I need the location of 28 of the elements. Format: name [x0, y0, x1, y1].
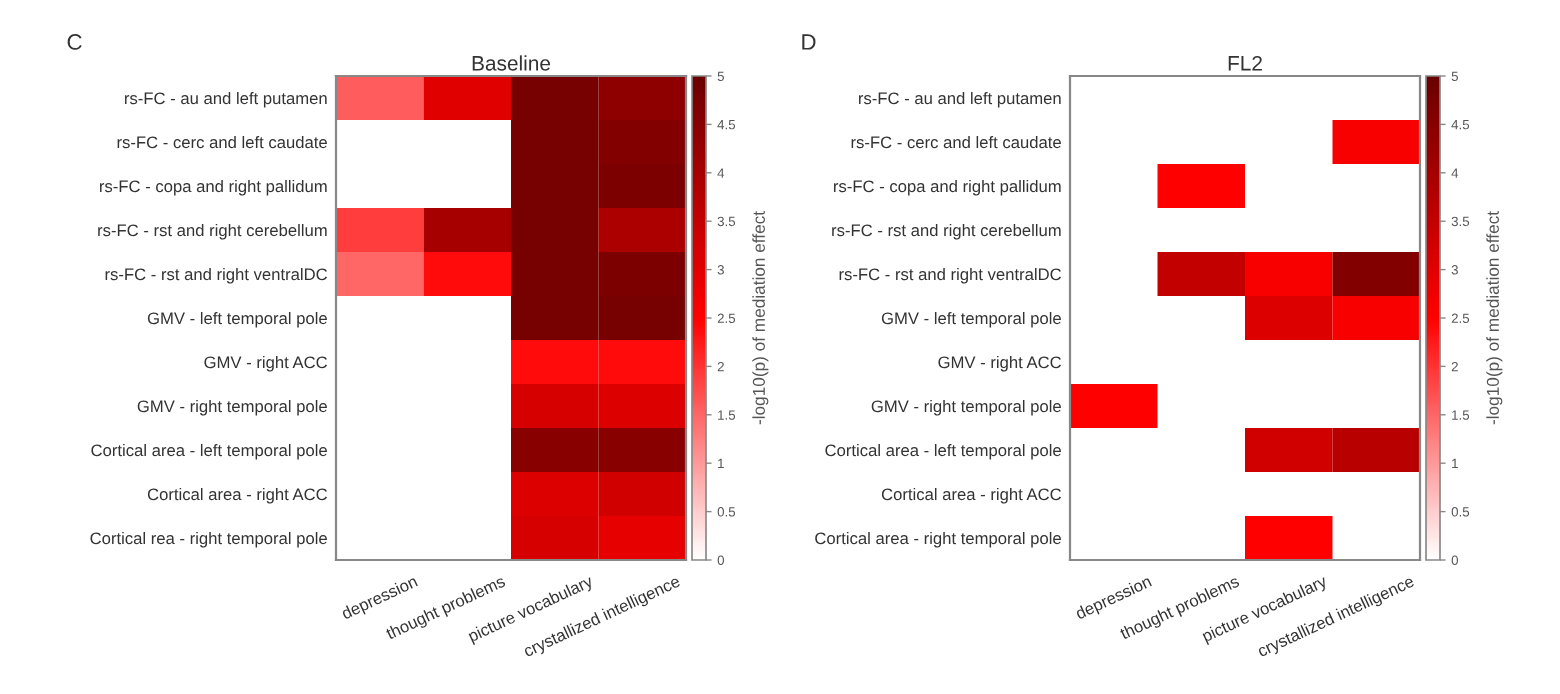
y-tick-label: rs-FC - cerc and left caudate: [851, 135, 1061, 149]
y-tick-label: rs-FC - copa and right pallidum: [834, 179, 1061, 196]
y-tick-label: rs-FC - rst and right cerebellum: [98, 223, 327, 240]
color-bar-title: -log10(p) of mediation effect: [1486, 211, 1503, 425]
y-tick-label: Cortical area - right temporal pole: [815, 531, 1061, 548]
y-tick-label: rs-FC - rst and right ventralDC: [105, 267, 328, 284]
y-tick-label: GMV - left temporal pole: [881, 311, 1061, 328]
y-tick-label: GMV - right temporal pole: [871, 399, 1061, 416]
y-tick-label: Cortical area - right ACC: [881, 487, 1062, 504]
y-tick-label: GMV - right ACC: [204, 355, 328, 372]
y-tick-label: rs-FC - cerc and left caudate: [117, 135, 327, 149]
y-tick-label: Cortical rea - right temporal pole: [90, 531, 327, 548]
y-tick-label: rs-FC - copa and right pallidum: [100, 179, 327, 196]
y-tick-label: rs-FC - rst and right ventralDC: [839, 267, 1062, 284]
y-tick-label: rs-FC - au and left putamen: [125, 91, 327, 108]
y-tick-label: GMV - right temporal pole: [137, 399, 327, 416]
text: D: [802, 34, 816, 50]
chart-title: Baseline: [472, 55, 551, 71]
y-tick-label: Cortical area - left temporal pole: [91, 443, 327, 460]
y-tick-label: GMV - left temporal pole: [147, 311, 327, 328]
y-tick-label: Cortical area - left temporal pole: [825, 443, 1061, 460]
y-tick-label: rs-FC - rst and right cerebellum: [832, 223, 1061, 240]
y-tick-label: rs-FC - au and left putamen: [859, 91, 1061, 108]
text: C: [67, 34, 82, 50]
chart-title: FL2: [1228, 55, 1262, 71]
color-bar-title: -log10(p) of mediation effect: [752, 211, 769, 425]
y-tick-label: GMV - right ACC: [938, 355, 1062, 372]
y-tick-label: Cortical area - right ACC: [147, 487, 328, 504]
